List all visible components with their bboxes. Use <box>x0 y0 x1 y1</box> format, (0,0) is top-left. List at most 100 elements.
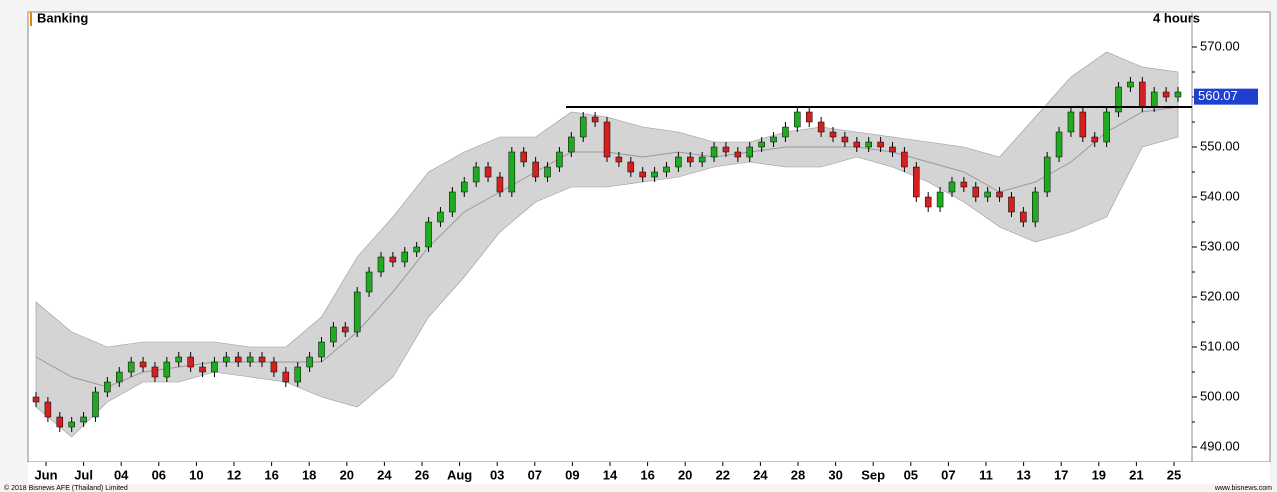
candle-body <box>92 391 99 418</box>
candle-body <box>508 151 516 193</box>
candle-body <box>615 156 623 163</box>
candle-body <box>330 326 337 343</box>
x-tick-label: 03 <box>490 467 504 482</box>
candle-body <box>437 211 444 223</box>
candle-body <box>116 371 123 383</box>
candle-body <box>234 356 242 363</box>
candle-body <box>568 136 575 153</box>
x-tick-label: 30 <box>828 467 842 482</box>
candle-body <box>342 326 349 333</box>
candle-body <box>853 141 861 148</box>
x-tick-label: 16 <box>264 467 278 482</box>
candle-body <box>556 151 563 168</box>
candle-body <box>901 151 908 168</box>
y-tick-label: 520.00 <box>1200 288 1240 303</box>
candle-body <box>68 421 75 428</box>
chart-title: Banking <box>37 10 88 25</box>
candle-body <box>1079 111 1087 138</box>
candle-body <box>223 356 230 363</box>
interval-label: 4 hours <box>1153 10 1200 25</box>
candle-body <box>282 371 290 383</box>
candle-body <box>675 156 682 168</box>
candle-body <box>306 356 313 368</box>
x-tick-label: 20 <box>340 467 354 482</box>
candle-body <box>746 146 753 158</box>
candle-body <box>1115 86 1122 113</box>
candle-body <box>603 121 611 158</box>
last-price-label: 560.07 <box>1198 88 1238 103</box>
candle-body <box>44 401 52 418</box>
x-tick-label: 10 <box>189 467 203 482</box>
candle-body <box>782 126 789 138</box>
candle-body <box>1162 91 1170 98</box>
x-tick-label: Sep <box>861 467 885 482</box>
x-tick-label: 14 <box>603 467 618 482</box>
candle-body <box>365 271 373 293</box>
x-tick-label: 04 <box>114 467 129 482</box>
candle-body <box>936 191 944 208</box>
candle-body <box>187 356 194 368</box>
x-tick-label: 09 <box>565 467 579 482</box>
x-tick-label: 11 <box>979 467 993 482</box>
candle-body <box>1043 156 1051 193</box>
candle-body <box>591 116 599 123</box>
title-marker <box>30 12 32 26</box>
x-tick-label: 26 <box>415 467 429 482</box>
candle-body <box>734 151 742 158</box>
candle-body <box>270 361 278 373</box>
candle-body <box>865 141 872 148</box>
candle-body <box>1055 131 1063 158</box>
candle-body <box>353 291 361 333</box>
candle-body <box>1032 191 1039 223</box>
candle-body <box>579 116 587 138</box>
y-tick-label: 550.00 <box>1200 138 1240 153</box>
candle-body <box>817 121 825 133</box>
candle-body <box>1020 211 1027 223</box>
candle-body <box>401 251 409 263</box>
candle-body <box>425 221 432 248</box>
candle-body <box>449 191 456 213</box>
candle-body <box>924 196 932 208</box>
candle-body <box>794 111 801 128</box>
candle-body <box>496 176 504 193</box>
candle-body <box>211 361 218 373</box>
candle-body <box>175 356 182 363</box>
x-axis-area <box>28 462 1270 484</box>
candle-body <box>318 341 325 358</box>
candle-body <box>1150 91 1158 108</box>
x-tick-label: 13 <box>1016 467 1030 482</box>
candle-body <box>758 141 765 148</box>
x-tick-label: Aug <box>447 467 472 482</box>
candle-body <box>32 396 40 403</box>
y-tick-label: 510.00 <box>1200 338 1240 353</box>
candle-body <box>1139 81 1146 108</box>
y-tick-label: 500.00 <box>1200 388 1240 403</box>
candle-body <box>770 136 777 143</box>
x-tick-label: 07 <box>941 467 955 482</box>
candle-body <box>913 166 920 198</box>
candle-body <box>663 166 670 173</box>
candle-body <box>532 161 539 178</box>
x-tick-label: 24 <box>377 467 392 482</box>
candle-body <box>56 416 64 428</box>
candle-body <box>151 366 159 378</box>
candle-body <box>627 161 635 173</box>
copyright: © 2018 Bisnews AFE (Thailand) Limited <box>4 484 128 492</box>
candle-body <box>972 186 980 198</box>
x-tick-label: 22 <box>716 467 730 482</box>
candle-body <box>687 156 694 163</box>
candle-body <box>651 171 658 178</box>
candle-body <box>246 356 254 363</box>
x-tick-label: 06 <box>152 467 166 482</box>
candle-body <box>139 361 147 368</box>
candle-body <box>1067 111 1075 133</box>
x-tick-label: 28 <box>791 467 805 482</box>
candle-body <box>829 131 837 138</box>
candle-body <box>698 156 706 163</box>
candle-body <box>1127 81 1134 88</box>
candle-body <box>889 146 896 153</box>
candle-body <box>472 166 480 183</box>
candle-body <box>948 181 956 193</box>
candle-body <box>960 181 968 188</box>
